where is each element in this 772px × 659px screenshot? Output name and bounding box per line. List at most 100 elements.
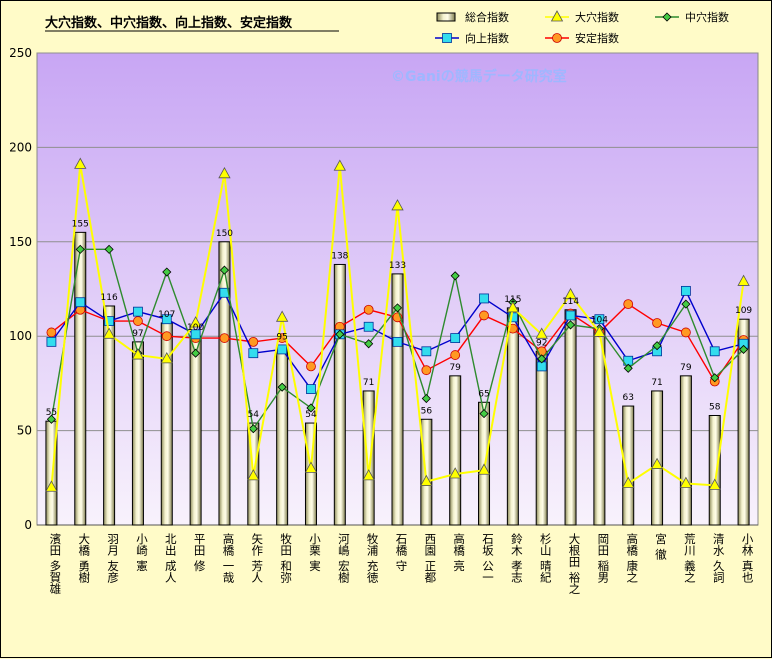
point <box>162 267 172 277</box>
data-label: 97 <box>132 329 143 339</box>
point <box>479 409 489 419</box>
x-tick-label: 矢作 芳人 <box>250 532 264 583</box>
data-label: 54 <box>248 410 260 420</box>
legend-item: 向上指数 <box>435 31 509 45</box>
point <box>248 424 258 434</box>
point <box>623 299 634 310</box>
x-tick-label: 清水 久詞 <box>712 533 726 583</box>
point <box>442 33 452 43</box>
data-label: 58 <box>709 402 721 412</box>
point <box>681 285 691 296</box>
x-tick-label: 河嶋 宏樹 <box>337 533 351 583</box>
bar <box>708 414 721 526</box>
bar <box>362 390 375 526</box>
point <box>74 157 87 169</box>
point <box>190 329 201 340</box>
point <box>161 331 172 342</box>
x-tick-label: 高橋 亮 <box>452 532 466 571</box>
point <box>537 354 547 364</box>
x-tick-label: 牧浦 充徳 <box>366 532 380 583</box>
point <box>681 327 691 338</box>
chart-title: 大穴指数、中穴指数、向上指数、安定指数 <box>45 15 293 31</box>
x-tick-label: 杉山 晴紀 <box>539 532 553 583</box>
data-label: 79 <box>449 363 461 373</box>
point <box>335 329 345 339</box>
legend-item: 総合指数 <box>436 10 509 24</box>
point <box>219 265 230 275</box>
point <box>535 327 548 339</box>
y-tick-label: 150 <box>9 235 32 249</box>
x-tick-label: 荒川 義之 <box>683 533 697 583</box>
x-tick-label: 宮 徹 <box>654 532 668 560</box>
point <box>662 12 672 22</box>
point <box>133 306 143 317</box>
x-tick-label: 小林 真也 <box>741 533 755 583</box>
data-label: 114 <box>562 297 579 307</box>
bar <box>131 341 144 526</box>
data-label: 54 <box>305 410 317 420</box>
point <box>420 474 433 486</box>
data-label: 155 <box>72 219 89 229</box>
point <box>75 244 85 254</box>
legend-label: 安定指数 <box>575 31 619 45</box>
legend-swatch <box>436 12 456 22</box>
point <box>450 333 461 343</box>
data-label: 104 <box>591 316 608 326</box>
point <box>593 325 606 337</box>
point <box>450 271 460 281</box>
bar <box>564 309 577 526</box>
legend-label: 総合指数 <box>465 10 509 24</box>
point <box>477 463 491 475</box>
point <box>306 361 316 372</box>
data-label: 63 <box>622 393 633 403</box>
bar <box>593 328 606 526</box>
point <box>46 336 57 347</box>
point <box>218 167 231 179</box>
bar <box>333 263 346 526</box>
point <box>708 478 721 490</box>
point <box>45 480 58 492</box>
legend-item: 中穴指数 <box>655 10 729 24</box>
bar <box>103 305 116 526</box>
point <box>565 320 576 330</box>
point <box>552 33 562 43</box>
point <box>650 457 664 469</box>
point <box>550 10 564 22</box>
point <box>449 467 462 479</box>
y-tick-label: 0 <box>24 518 32 532</box>
point <box>306 384 316 394</box>
point <box>75 297 86 308</box>
point <box>189 316 202 328</box>
series-diamond <box>46 244 749 434</box>
point <box>681 299 691 309</box>
data-label: 109 <box>735 306 752 316</box>
series-lines <box>45 157 750 492</box>
point <box>622 476 635 488</box>
legend-label: 中穴指数 <box>685 10 729 24</box>
point <box>248 348 259 359</box>
point <box>479 293 489 304</box>
bar <box>622 405 635 526</box>
bar <box>391 273 404 526</box>
data-label: 100 <box>187 323 204 333</box>
bar <box>276 345 289 526</box>
point <box>737 274 750 286</box>
point <box>333 159 346 171</box>
x-tick-label: 濱田 多賀雄 <box>48 532 62 594</box>
point <box>594 314 605 325</box>
point <box>392 336 403 347</box>
bar <box>737 318 750 526</box>
x-tick-label: 小崎 憲 <box>135 533 149 571</box>
point <box>104 316 114 326</box>
point <box>364 339 374 349</box>
x-tick-label: 北出 成人 <box>164 533 178 583</box>
data-label: 71 <box>363 378 374 388</box>
data-label: 92 <box>536 338 547 348</box>
point <box>363 321 374 332</box>
point <box>219 333 230 343</box>
bar <box>506 307 519 526</box>
point <box>46 414 56 424</box>
